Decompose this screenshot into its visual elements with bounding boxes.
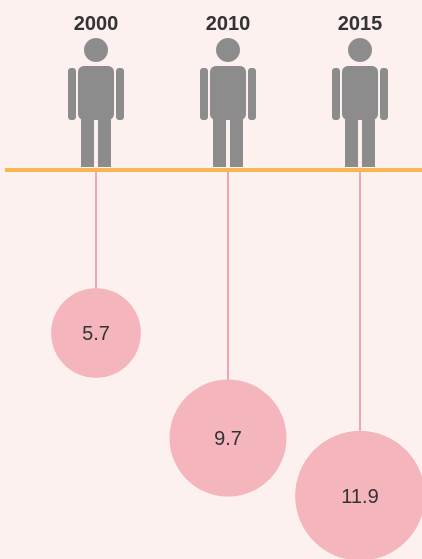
category-label: 2000 [74,13,119,35]
head [216,38,240,62]
category-label: 2015 [338,13,383,35]
leg [362,112,375,167]
person-icon [68,38,124,167]
leg [213,112,226,167]
bubble [51,288,141,378]
person-icon [332,38,388,167]
arm [116,68,124,120]
torso [78,66,114,120]
torso [342,66,378,120]
leg [345,112,358,167]
arm [332,68,340,120]
leg [230,112,243,167]
value-label: 11.9 [341,486,378,508]
value-label: 9.7 [214,428,242,450]
arm [248,68,256,120]
head [84,38,108,62]
category-label: 2010 [206,13,251,35]
leg [81,112,94,167]
head [348,38,372,62]
leg [98,112,111,167]
bubble [295,430,422,559]
arm [380,68,388,120]
arm [200,68,208,120]
arm [68,68,76,120]
person-icon [200,38,256,167]
bubble [169,379,287,497]
value-label: 5.7 [82,323,110,345]
torso [210,66,246,120]
